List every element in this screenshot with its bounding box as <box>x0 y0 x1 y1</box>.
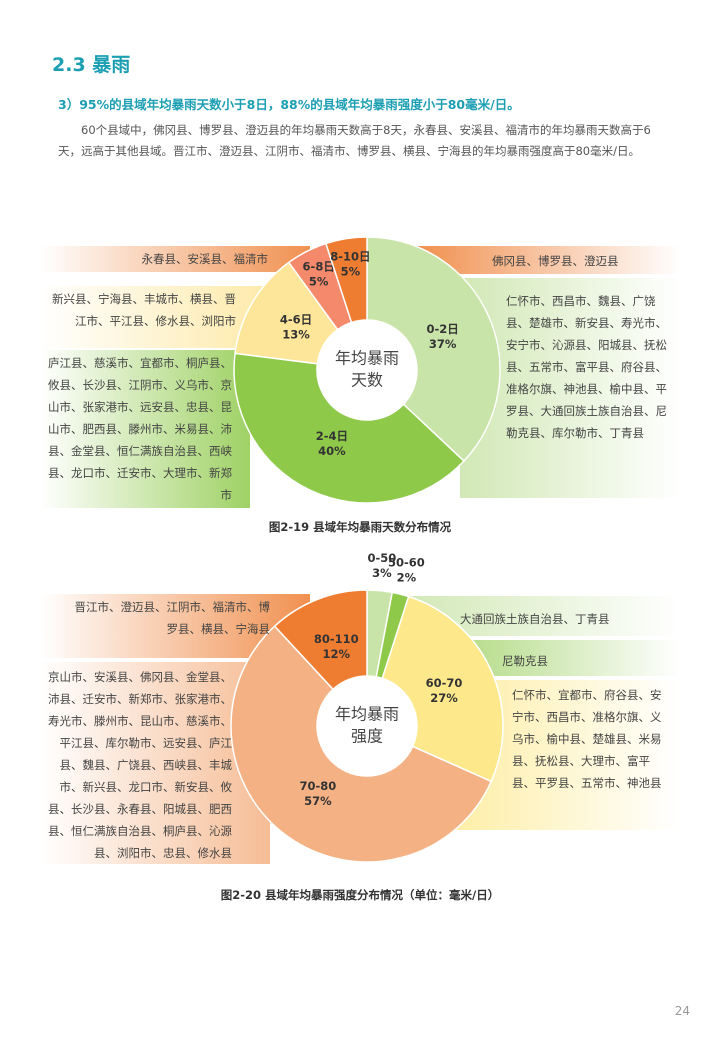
slice <box>233 352 466 504</box>
value-label: 3% <box>372 566 392 580</box>
slice-label: 60-70 <box>426 676 463 690</box>
slice <box>381 595 504 783</box>
slice-label: 80-110 <box>314 632 359 646</box>
annotation: 新兴县、宁海县、丰城市、横县、晋江市、平江县、修水县、浏阳市 <box>52 292 236 328</box>
value-label: 5% <box>341 264 361 278</box>
slice <box>273 589 368 691</box>
subheading: 3）95%的县域年均暴雨天数小于8日，88%的县域年均暴雨强度小于80毫米/日。 <box>58 97 520 112</box>
center-label: 年均暴雨 <box>335 349 399 368</box>
slice <box>324 236 368 324</box>
figure-caption: 图2-19 县域年均暴雨天数分布情况 <box>268 520 452 534</box>
slice <box>234 261 339 365</box>
annotation: 仁怀市、西昌市、魏县、广饶县、楚雄市、新安县、寿光市、安宁市、沁源县、阳城县、抚… <box>506 294 667 440</box>
value-label: 27% <box>430 691 458 705</box>
slice <box>366 236 501 463</box>
annotation: 永春县、安溪县、福清市 <box>141 252 269 266</box>
value-label: 57% <box>304 794 332 808</box>
value-label: 2% <box>397 570 417 584</box>
slice-label: 0-50 <box>368 551 397 565</box>
slice <box>230 625 493 863</box>
value-label: 40% <box>318 444 346 458</box>
center-label: 年均暴雨 <box>335 705 399 724</box>
annotation: 大通回族土族自治县、丁青县 <box>460 612 610 626</box>
annotation: 庐江县、慈溪市、宜都市、桐庐县、攸县、长沙县、江阴市、义乌市、京山市、张家港市、… <box>48 356 232 502</box>
value-label: 12% <box>322 647 350 661</box>
slice-label: 0-2日 <box>427 322 459 336</box>
annotation: 尼勒克县 <box>502 654 548 668</box>
annotation: 仁怀市、宜都市、府谷县、安宁市、西昌市、准格尔旗、义乌市、榆中县、楚雄县、米易县… <box>512 688 662 790</box>
annotation-band <box>418 246 680 274</box>
slice-label: 4-6日 <box>280 313 312 327</box>
value-label: 5% <box>309 275 329 289</box>
slice-label: 70-80 <box>299 779 336 793</box>
section-title: 2.3 暴雨 <box>52 54 131 76</box>
figure-caption: 图2-20 县域年均暴雨强度分布情况（单位：毫米/日） <box>220 888 500 902</box>
value-label: 37% <box>429 337 457 351</box>
center-disc <box>319 322 415 418</box>
center-label: 天数 <box>351 371 383 390</box>
paragraph: 60个县域中，佛冈县、博罗县、澄迈县的年均暴雨天数高于8天，永春县、安溪县、福清… <box>58 123 651 158</box>
annotation: 京山市、安溪县、佛冈县、金堂县、沛县、迁安市、新郑市、张家港市、寿光市、滕州市、… <box>48 670 232 860</box>
annotation: 晋江市、澄迈县、江阴市、福清市、博罗县、横县、宁海县 <box>74 600 271 636</box>
center-label: 强度 <box>351 727 383 746</box>
slice-label: 8-10日 <box>330 249 370 263</box>
center-disc <box>319 678 415 774</box>
value-label: 13% <box>282 328 310 342</box>
slice-label: 2-4日 <box>316 429 348 443</box>
page-number: 24 <box>674 1004 690 1018</box>
annotation: 佛冈县、博罗县、澄迈县 <box>492 254 619 268</box>
annotation-band <box>40 662 270 864</box>
annotation-band <box>40 350 250 508</box>
annotation-band <box>40 286 270 348</box>
annotation-band <box>40 246 310 272</box>
slice-label: 6-8日 <box>303 260 335 274</box>
slice-label: 50-60 <box>388 555 425 569</box>
